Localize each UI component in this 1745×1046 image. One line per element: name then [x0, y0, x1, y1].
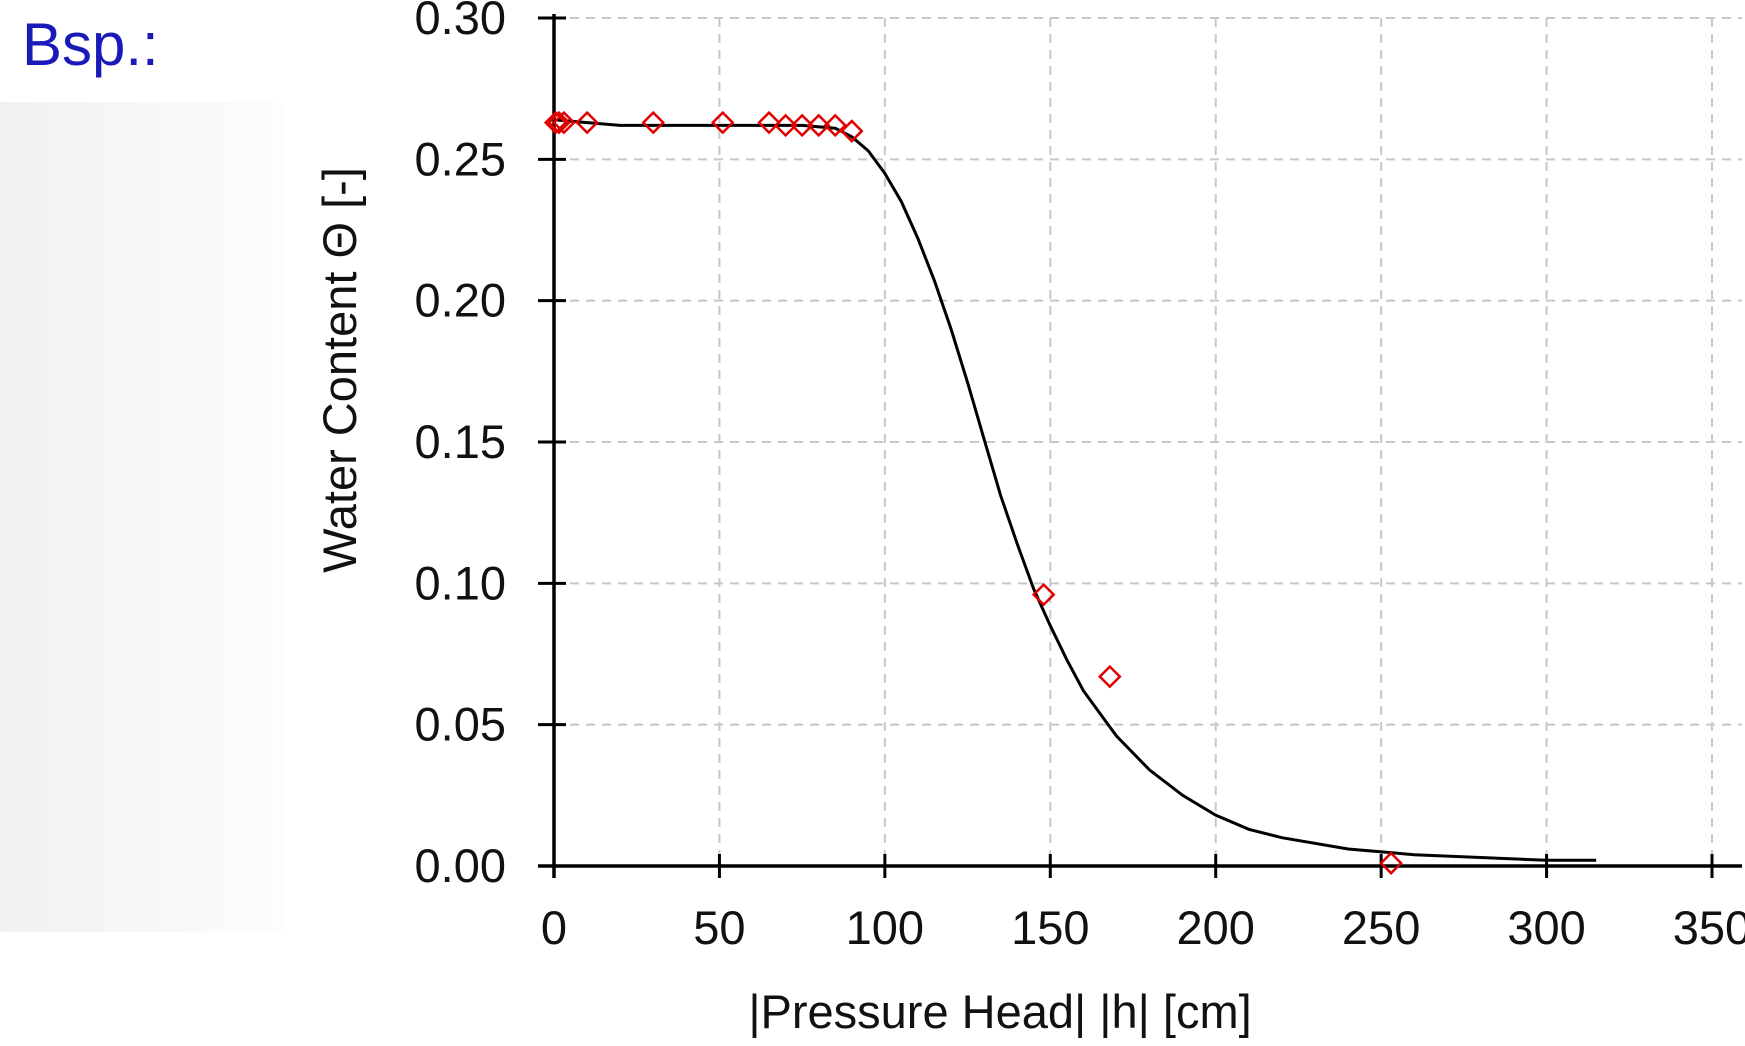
slide-label: Bsp.:: [22, 11, 159, 78]
data-point: [757, 110, 781, 135]
y-tick-label: 0.25: [415, 132, 506, 185]
y-tick-label: 0.30: [415, 0, 506, 44]
y-tick-label: 0.15: [415, 415, 506, 468]
x-tick-label: 0: [541, 901, 567, 954]
y-tick-label: 0.20: [415, 274, 506, 327]
y-tick-label: 0.10: [415, 556, 506, 609]
x-axis-title: |Pressure Head| |h| [cm]: [748, 985, 1251, 1038]
data-point: [552, 110, 576, 135]
fitted-curve: [553, 118, 1597, 862]
x-tick-label: 100: [846, 901, 924, 954]
data-point: [840, 119, 864, 143]
data-point: [823, 113, 847, 138]
data-point: [543, 110, 568, 135]
side-panel: [0, 102, 283, 932]
data-point: [547, 110, 571, 135]
data-point: [806, 113, 831, 138]
x-tick-label: 300: [1507, 901, 1585, 954]
grid-lines: [554, 17, 1742, 866]
y-tick-label: 0.00: [415, 839, 506, 892]
data-point: [1098, 664, 1122, 689]
x-tick-label: 50: [693, 901, 745, 954]
measured-points: [543, 110, 1403, 875]
x-tick-label: 200: [1177, 901, 1255, 954]
data-point: [773, 113, 798, 138]
tick-labels: 0 50 100 150 200 250 300 350 0.00 0.05 0.10 0.15 0.2…: [415, 0, 1745, 954]
y-tick-label: 0.05: [415, 698, 506, 751]
data-point: [1379, 851, 1403, 875]
data-point: [790, 113, 814, 138]
x-tick-label: 250: [1342, 901, 1420, 954]
x-tick-label: 150: [1011, 901, 1089, 954]
data-point: [575, 110, 599, 135]
y-axis-title: Water Content Θ [-]: [313, 167, 366, 573]
data-point: [641, 110, 666, 135]
axes: [538, 14, 1742, 878]
data-point: [1031, 582, 1056, 607]
data-point: [710, 110, 735, 135]
x-tick-label: 350: [1673, 901, 1745, 954]
